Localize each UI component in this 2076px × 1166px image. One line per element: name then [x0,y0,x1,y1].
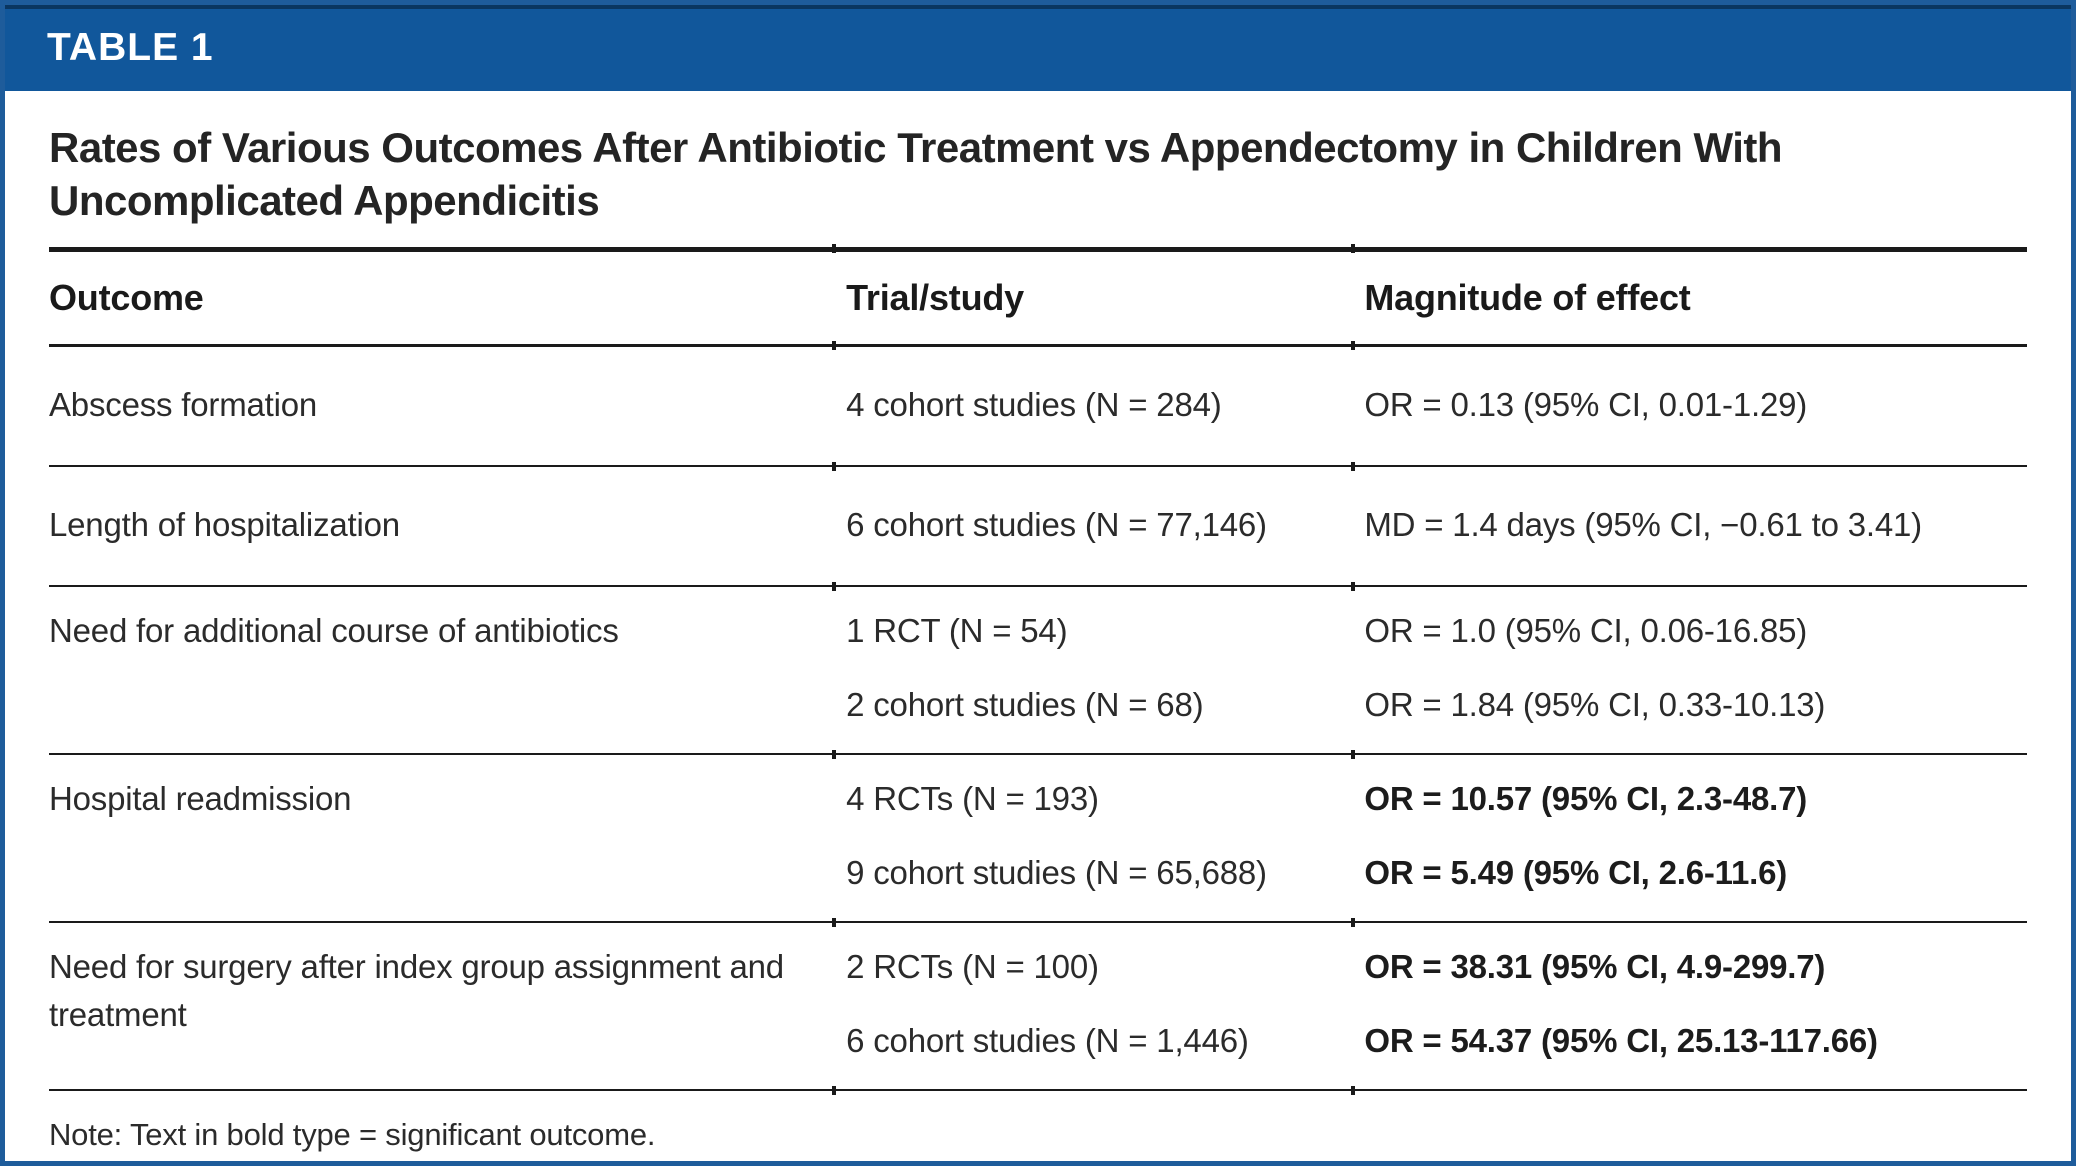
column-divider-tick [832,341,837,350]
effect-cell: OR = 38.31 (95% CI, 4.9-299.7) OR = 54.3… [1364,943,2027,1065]
column-divider-tick [1350,582,1355,591]
table-notes: Note: Text in bold type = significant ou… [5,1091,2071,1161]
effect-value: OR = 1.0 (95% CI, 0.06-16.85) [1364,612,1808,649]
effect-value-significant: OR = 38.31 (95% CI, 4.9-299.7) [1364,948,1826,985]
trial-value: 4 RCTs (N = 193) [846,780,1099,817]
rule-below-header [49,341,2027,350]
column-divider-tick [1350,918,1355,927]
table-row: Hospital readmission 4 RCTs (N = 193) 9 … [5,755,2071,921]
column-divider-tick [1350,1086,1355,1095]
column-header-trial-study: Trial/study [846,277,1024,318]
trial-value: 2 cohort studies (N = 68) [846,686,1204,723]
effect-cell: OR = 10.57 (95% CI, 2.3-48.7) OR = 5.49 … [1364,775,2027,897]
row-separator-rule [49,750,2027,759]
rule-above-notes [49,1086,2027,1095]
effect-value: OR = 0.13 (95% CI, 0.01-1.29) [1364,386,1808,423]
column-divider-tick [832,1086,837,1095]
trial-value: 2 RCTs (N = 100) [846,948,1099,985]
trial-cell: 6 cohort studies (N = 77,146) [846,501,1364,549]
trial-value: 6 cohort studies (N = 1,446) [846,1022,1249,1059]
column-header-row: Outcome Trial/study Magnitude of effect [5,252,2071,344]
table-body: Rates of Various Outcomes After Antibiot… [5,121,2071,1161]
table-title: Rates of Various Outcomes After Antibiot… [49,124,1783,224]
trial-cell: 4 RCTs (N = 193) 9 cohort studies (N = 6… [846,775,1364,897]
trial-value: 1 RCT (N = 54) [846,612,1068,649]
effect-value-significant: OR = 54.37 (95% CI, 25.13-117.66) [1364,1022,1878,1059]
table-header-bar: TABLE 1 [5,5,2071,91]
row-separator-rule [49,918,2027,927]
effect-cell: OR = 0.13 (95% CI, 0.01-1.29) [1364,381,2027,429]
trial-cell: 4 cohort studies (N = 284) [846,381,1364,429]
column-divider-tick [832,582,837,591]
row-separator-rule [49,462,2027,471]
effect-cell: MD = 1.4 days (95% CI, −0.61 to 3.41) [1364,501,2027,549]
table-row: Length of hospitalization 6 cohort studi… [5,467,2071,585]
table-row: Need for surgery after index group assig… [5,923,2071,1089]
trial-value: 9 cohort studies (N = 65,688) [846,854,1267,891]
effect-value: OR = 1.84 (95% CI, 0.33-10.13) [1364,686,1826,723]
outcome-cell: Length of hospitalization [49,506,400,543]
rule-top [49,244,2027,253]
column-divider-tick [832,244,837,253]
row-separator-rule [49,582,2027,591]
outcome-cell: Abscess formation [49,386,318,423]
trial-value: 4 cohort studies (N = 284) [846,386,1222,423]
note-significance: Note: Text in bold type = significant ou… [49,1117,656,1152]
trial-cell: 2 RCTs (N = 100) 6 cohort studies (N = 1… [846,943,1364,1065]
effect-value-significant: OR = 5.49 (95% CI, 2.6-11.6) [1364,854,1788,891]
trial-value: 6 cohort studies (N = 77,146) [846,506,1267,543]
outcome-cell: Hospital readmission [49,780,352,817]
outcome-cell: Need for surgery after index group assig… [49,948,784,1033]
table-number-label: TABLE 1 [47,26,214,69]
outcome-cell: Need for additional course of antibiotic… [49,612,619,649]
column-divider-tick [1350,341,1355,350]
table-row: Abscess formation 4 cohort studies (N = … [5,347,2071,465]
effect-value-significant: OR = 10.57 (95% CI, 2.3-48.7) [1364,780,1808,817]
column-header-magnitude-of-effect: Magnitude of effect [1364,277,1691,318]
effect-value: MD = 1.4 days (95% CI, −0.61 to 3.41) [1364,506,1922,543]
effect-cell: OR = 1.0 (95% CI, 0.06-16.85) OR = 1.84 … [1364,607,2027,729]
column-divider-tick [1350,462,1355,471]
column-divider-tick [832,750,837,759]
column-divider-tick [832,462,837,471]
table-row: Need for additional course of antibiotic… [5,587,2071,753]
column-divider-tick [1350,750,1355,759]
column-divider-tick [1350,244,1355,253]
column-divider-tick [832,918,837,927]
trial-cell: 1 RCT (N = 54) 2 cohort studies (N = 68) [846,607,1364,729]
column-header-outcome: Outcome [49,277,204,318]
